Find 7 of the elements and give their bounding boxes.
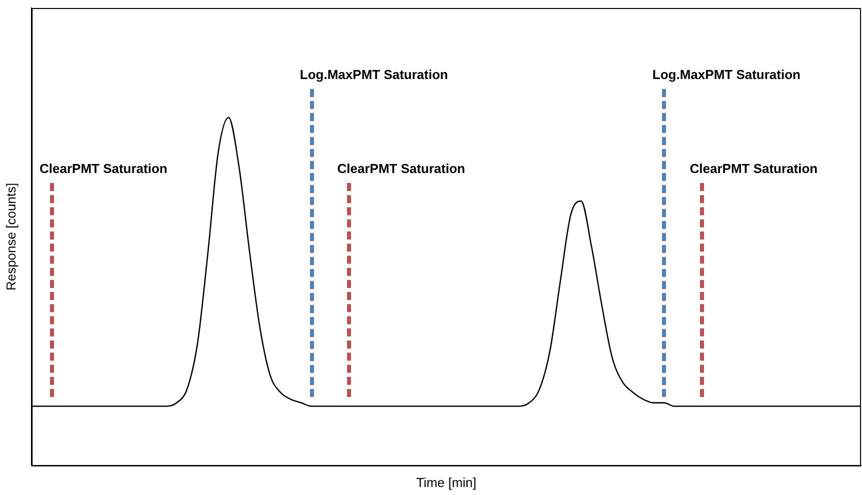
annotation: ClearPMT Saturation	[40, 161, 168, 176]
text: Log.MaxPMT Saturation	[300, 67, 448, 82]
x-axis-title: Time [min]	[416, 474, 476, 490]
annotation: ClearPMT Saturation	[337, 161, 466, 176]
text: Log.MaxPMT Saturation	[652, 67, 800, 82]
y-axis-title: Response [counts]	[3, 182, 18, 291]
annotation: ClearPMT Saturation	[690, 161, 818, 176]
